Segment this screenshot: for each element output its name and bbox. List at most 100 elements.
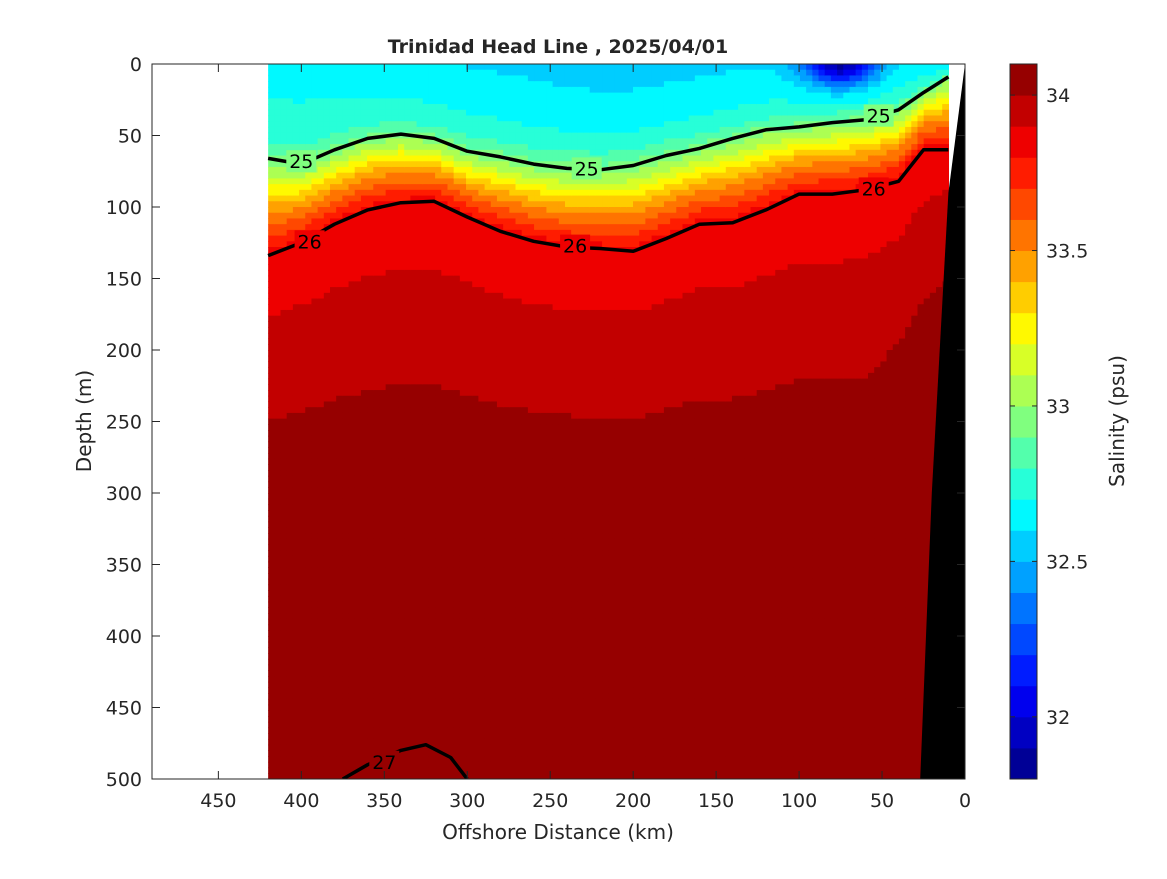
salinity-cell <box>459 189 467 197</box>
salinity-cell <box>317 475 325 483</box>
salinity-cell <box>435 292 442 300</box>
salinity-cell <box>422 384 430 391</box>
salinity-cell <box>360 533 368 540</box>
salinity-cell <box>496 716 504 723</box>
salinity-cell <box>404 624 411 631</box>
salinity-cell <box>404 670 411 677</box>
salinity-cell <box>503 172 510 179</box>
salinity-cell <box>329 315 337 322</box>
salinity-cell <box>435 670 442 677</box>
salinity-cell <box>478 178 486 185</box>
salinity-cell <box>367 601 374 608</box>
salinity-cell <box>435 247 442 254</box>
salinity-cell <box>360 69 368 77</box>
salinity-cell <box>404 81 411 88</box>
salinity-cell <box>447 555 455 563</box>
salinity-cell <box>280 630 288 637</box>
salinity-cell <box>354 698 362 706</box>
salinity-cell <box>459 64 467 71</box>
salinity-cell <box>422 584 430 591</box>
salinity-cell <box>311 384 319 391</box>
salinity-cell <box>379 721 387 729</box>
salinity-cell <box>286 493 294 500</box>
salinity-cell <box>509 264 517 271</box>
salinity-cell <box>323 309 331 317</box>
salinity-cell <box>286 687 294 694</box>
salinity-cell <box>379 698 387 706</box>
salinity-cell <box>373 664 381 671</box>
salinity-cell <box>447 664 455 671</box>
salinity-cell <box>385 624 393 631</box>
salinity-cell <box>274 430 282 437</box>
salinity-cell <box>342 241 350 248</box>
salinity-cell <box>509 704 517 711</box>
salinity-cell <box>503 321 510 328</box>
salinity-cell <box>472 687 479 694</box>
salinity-cell <box>274 309 282 317</box>
salinity-cell <box>336 561 343 568</box>
salinity-cell <box>286 104 294 111</box>
salinity-cell <box>391 189 399 197</box>
salinity-cell <box>354 247 362 254</box>
salinity-cell <box>311 315 319 322</box>
salinity-cell <box>410 201 418 208</box>
salinity-cell <box>428 664 436 671</box>
salinity-cell <box>373 144 381 151</box>
salinity-cell <box>428 475 436 483</box>
salinity-cell <box>354 550 362 557</box>
salinity-cell <box>472 372 479 380</box>
salinity-cell <box>286 441 294 448</box>
salinity-cell <box>280 109 288 117</box>
salinity-cell <box>503 504 510 511</box>
salinity-cell <box>280 561 288 568</box>
salinity-cell <box>367 309 374 317</box>
salinity-cell <box>329 590 337 597</box>
salinity-cell <box>268 264 275 271</box>
salinity-cell <box>373 595 381 603</box>
salinity-cell <box>299 321 306 328</box>
salinity-cell <box>416 716 424 723</box>
salinity-cell <box>391 338 399 345</box>
salinity-cell <box>484 361 492 368</box>
salinity-cell <box>410 241 418 248</box>
salinity-cell <box>447 252 455 260</box>
salinity-cell <box>391 115 399 122</box>
salinity-cell <box>391 538 399 546</box>
salinity-cell <box>323 304 331 311</box>
salinity-cell <box>342 544 350 551</box>
salinity-cell <box>503 595 510 603</box>
salinity-cell <box>428 658 436 666</box>
salinity-cell <box>459 155 467 162</box>
salinity-cell <box>509 86 517 94</box>
salinity-cell <box>292 761 300 769</box>
salinity-cell <box>391 487 399 494</box>
salinity-cell <box>342 521 350 528</box>
salinity-cell <box>354 681 362 689</box>
salinity-cell <box>509 744 517 751</box>
salinity-cell <box>428 372 436 380</box>
salinity-cell <box>496 761 504 769</box>
salinity-cell <box>274 721 282 729</box>
salinity-cell <box>317 258 325 265</box>
salinity-cell <box>459 510 467 517</box>
salinity-cell <box>342 441 350 448</box>
salinity-cell <box>398 229 405 237</box>
salinity-cell <box>484 727 492 734</box>
salinity-cell <box>329 241 337 248</box>
salinity-cell <box>329 430 337 437</box>
salinity-cell <box>503 126 510 134</box>
salinity-cell <box>490 155 498 162</box>
salinity-cell <box>299 527 306 534</box>
salinity-cell <box>299 75 306 82</box>
salinity-cell <box>317 447 325 454</box>
salinity-cell <box>286 407 294 414</box>
salinity-cell <box>292 344 300 351</box>
salinity-cell <box>398 538 405 546</box>
salinity-cell <box>422 527 430 534</box>
salinity-cell <box>336 327 343 334</box>
salinity-cell <box>342 744 350 751</box>
salinity-cell <box>274 676 282 683</box>
salinity-cell <box>435 733 442 740</box>
salinity-cell <box>336 355 343 363</box>
salinity-cell <box>385 470 393 477</box>
